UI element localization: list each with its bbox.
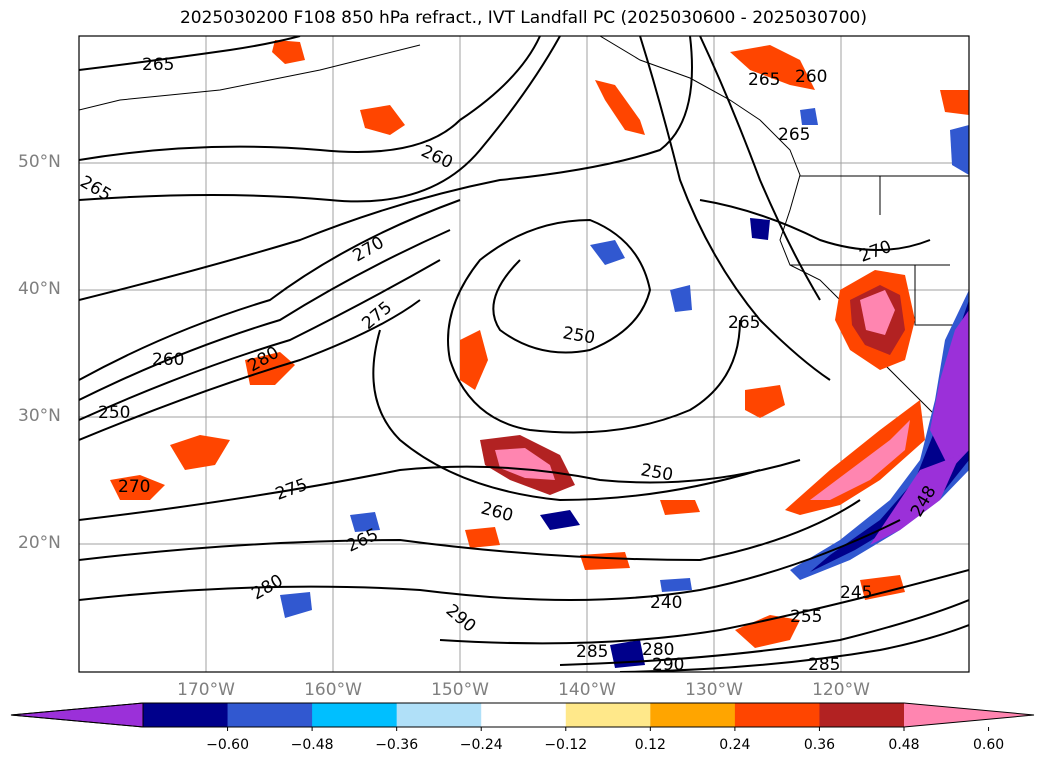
contour-label: 270 — [118, 477, 150, 497]
colorbar-tick-label: −0.24 — [459, 737, 503, 753]
negative-anomaly-shading — [280, 108, 969, 668]
colorbar-segment — [481, 703, 567, 727]
contour-label: 250 — [98, 403, 130, 423]
map-title: 2025030200 F108 850 hPa refract., IVT La… — [179, 8, 867, 28]
colorbar-tick-label: −0.36 — [375, 737, 419, 753]
colorbar-tick-label: −0.48 — [290, 737, 334, 753]
colorbar-segment — [650, 703, 736, 727]
lon-label-120w: 120°W — [812, 680, 870, 700]
lon-label-140w: 140°W — [558, 680, 616, 700]
contour-label: 260 — [152, 350, 184, 370]
contour-label: 265 — [142, 55, 174, 75]
colorbar-tick-label: 0.48 — [888, 737, 920, 753]
coastline — [79, 36, 969, 441]
colorbar-segment — [396, 703, 482, 727]
colorbar-segment — [143, 703, 229, 727]
colorbar-tick-label: 0.60 — [972, 737, 1005, 753]
lat-label-30n: 30°N — [18, 406, 61, 426]
contour-label: 265 — [778, 125, 810, 145]
lon-label-150w: 150°W — [431, 680, 489, 700]
colorbar-tick-label: −0.60 — [206, 737, 249, 753]
contour-label: 260 — [795, 67, 827, 87]
lon-label-160w: 160°W — [304, 680, 362, 700]
contour-label: 285 — [576, 642, 608, 662]
colorbar-segment — [227, 703, 313, 727]
contour-label: 290 — [652, 655, 684, 675]
contour-label: 280 — [642, 640, 674, 660]
contour-label: 265 — [728, 313, 760, 333]
colorbar-tick-label: 0.36 — [803, 737, 836, 753]
colorbar-left-arrow-outline — [10, 702, 144, 728]
contour-label: 265 — [748, 70, 780, 90]
colorbar-segment — [734, 703, 820, 727]
colorbar-tick-label: 0.24 — [719, 737, 751, 753]
positive-anomaly-shading — [110, 40, 969, 648]
contour-label: 240 — [650, 593, 682, 613]
contour-lines — [79, 36, 969, 672]
colorbar-segment — [819, 703, 905, 727]
lon-label-130w: 130°W — [685, 680, 743, 700]
lat-label-40n: 40°N — [18, 279, 61, 299]
colorbar-tick-label: −0.12 — [544, 737, 588, 753]
colorbar-segment — [312, 703, 398, 727]
contour-label: 285 — [808, 655, 840, 675]
map-frame — [78, 35, 970, 673]
lon-label-170w: 170°W — [177, 680, 235, 700]
colorbar-tick-label: 0.12 — [634, 737, 666, 753]
colorbar-right-arrow — [904, 703, 1034, 727]
contour-label: 245 — [840, 583, 872, 603]
contour-label: 255 — [790, 607, 822, 627]
colorbar-left-arrow — [11, 703, 143, 727]
colorbar-segment — [565, 703, 651, 727]
lat-label-50n: 50°N — [18, 152, 61, 172]
lat-label-20n: 20°N — [18, 533, 61, 553]
